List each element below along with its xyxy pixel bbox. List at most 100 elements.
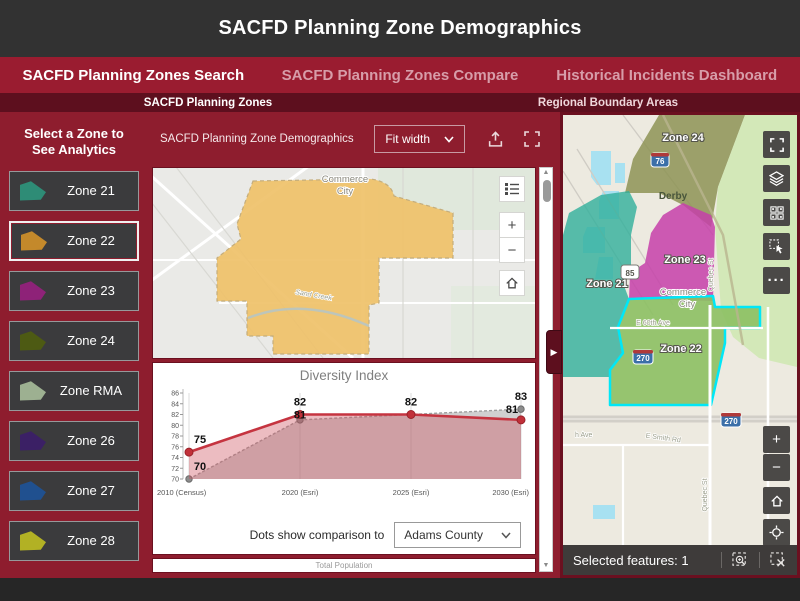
zone-button-zone-28[interactable]: Zone 28 [9,520,139,561]
svg-text:76: 76 [171,444,179,451]
home-button[interactable] [499,270,525,296]
export-button[interactable] [487,130,504,148]
subtab-regional-boundary[interactable]: Regional Boundary Areas [537,96,679,109]
zone-22-polygon-selected[interactable] [608,294,762,407]
zone-button-zone-22[interactable]: Zone 22 [9,220,139,261]
zone-button-zone-27[interactable]: Zone 27 [9,470,139,511]
label-city: City [679,299,696,310]
tab-planning-zones-search[interactable]: SACFD Planning Zones Search [22,66,245,84]
zone-map[interactable]: Commerce City Sand Creek [153,168,535,358]
content-area: Select a Zone to See Analytics Zone 21 Zo… [0,112,800,578]
zone-map-card[interactable]: Commerce City Sand Creek + − [152,167,536,359]
zone-shape-icon [20,281,46,301]
zone-button-label: Zone 22 [67,233,115,248]
label-e60th: E 60th Ave [636,320,670,327]
subtab-planning-zones[interactable]: SACFD Planning Zones [143,96,273,109]
chevron-down-icon [444,135,454,143]
comparison-value: Adams County [404,528,483,542]
zone-button-zone-23[interactable]: Zone 23 [9,270,139,311]
svg-text:82: 82 [171,412,179,419]
label-quebec-2: Quebec St [702,478,709,511]
label-h-ave: h Ave [575,432,592,439]
zone-shape-icon [20,481,46,501]
zone-button-label: Zone 27 [67,483,115,498]
map-expand-button[interactable] [763,131,790,158]
zone-button-zone-21[interactable]: Zone 21 [9,170,139,211]
total-population-label: Total Population [315,561,373,570]
label-zone-24: Zone 24 [662,132,704,144]
home-icon [506,277,518,289]
map-zoom-in-button[interactable]: + [763,426,790,453]
map-home-button[interactable] [763,487,790,514]
expand-button[interactable] [524,131,540,147]
selection-statusbar: Selected features: 1 [563,545,797,575]
comparison-label: Dots show comparison to [249,528,385,542]
layers-button[interactable] [763,165,790,192]
expand-icon [769,137,784,152]
label-quebec-1: Quebec St [708,258,715,291]
map-zoom-out-button[interactable]: − [763,454,790,481]
svg-text:2030 (Esri): 2030 (Esri) [492,488,529,497]
zone-button-zone-rma[interactable]: Zone RMA [9,370,139,411]
chevron-down-icon [501,532,511,539]
map-label-city: City [337,186,354,197]
svg-text:78: 78 [171,434,179,441]
expand-icon [524,131,540,147]
zone-button-label: Zone 23 [67,283,115,298]
zone-shape-icon [20,531,46,551]
regional-map[interactable]: 76 85 270 270 Zone 24 Derby Zone 23 Z [563,115,797,545]
divider [721,552,722,568]
clear-selection-button[interactable] [770,551,787,569]
comparison-dropdown[interactable]: Adams County [394,522,521,548]
shield-i76: 76 [656,157,665,166]
tab-planning-zones-compare[interactable]: SACFD Planning Zones Compare [281,66,519,84]
main-tabbar: SACFD Planning Zones Search SACFD Planni… [0,57,800,93]
label-zone-22: Zone 22 [660,343,702,355]
zoom-in-button[interactable]: + [499,212,525,238]
sidebar-title: Select a Zone to See Analytics [24,126,124,158]
collapse-panel-handle[interactable]: ▶ [546,330,562,374]
svg-text:2010 (Census): 2010 (Census) [157,488,207,497]
scroll-down-arrow[interactable]: ▼ [542,562,550,569]
locate-button[interactable] [763,519,790,545]
svg-text:2020 (Esri): 2020 (Esri) [282,488,319,497]
scrollbar-thumb[interactable] [543,180,551,202]
regional-map-canvas[interactable]: 76 85 270 270 Zone 24 Derby Zone 23 Z [563,115,797,545]
legend-icon [505,183,519,195]
zone-button-label: Zone 28 [67,533,115,548]
zone-24-polygon[interactable] [625,115,745,227]
svg-text:80: 80 [171,423,179,430]
shield-us85: 85 [626,269,635,278]
zoom-to-selection-icon [732,551,746,566]
zone-button-zone-24[interactable]: Zone 24 [9,320,139,361]
zoom-out-button[interactable]: − [499,237,525,263]
svg-text:81: 81 [294,410,306,422]
fit-width-dropdown[interactable]: Fit width [374,125,465,153]
basemap-grid-icon [769,205,784,220]
more-tools-button[interactable]: ··· [763,267,790,294]
report-title: SACFD Planning Zone Demographics [160,133,354,145]
chart-title: Diversity Index [299,368,389,383]
legend-button[interactable] [499,176,525,202]
svg-text:70: 70 [194,461,206,473]
select-cursor-icon [769,239,783,254]
shield-i270b: 270 [724,417,738,426]
scroll-up-arrow[interactable]: ▲ [542,169,550,176]
route-shields: 76 85 270 270 [620,152,742,428]
basemap-gallery-button[interactable] [763,199,790,226]
clear-selection-icon [770,551,785,567]
layers-icon [769,171,784,186]
report-header: SACFD Planning Zone Demographics Fit wid… [148,112,560,166]
svg-text:84: 84 [171,401,179,408]
page-title: SACFD Planning Zone Demographics [218,17,582,39]
zone-23-polygon[interactable] [629,203,715,301]
zone-list: Zone 21 Zone 22 Zone 23 Zone 24 Zone RMA Zone… [8,170,140,561]
zoom-to-selection-button[interactable] [732,551,749,569]
select-features-button[interactable] [763,233,790,260]
svg-text:74: 74 [171,455,179,462]
fit-width-label: Fit width [385,132,430,146]
zone-button-zone-26[interactable]: Zone 26 [9,420,139,461]
selected-features-text: Selected features: 1 [573,552,689,568]
tab-historical-incidents[interactable]: Historical Incidents Dashboard [556,66,778,84]
